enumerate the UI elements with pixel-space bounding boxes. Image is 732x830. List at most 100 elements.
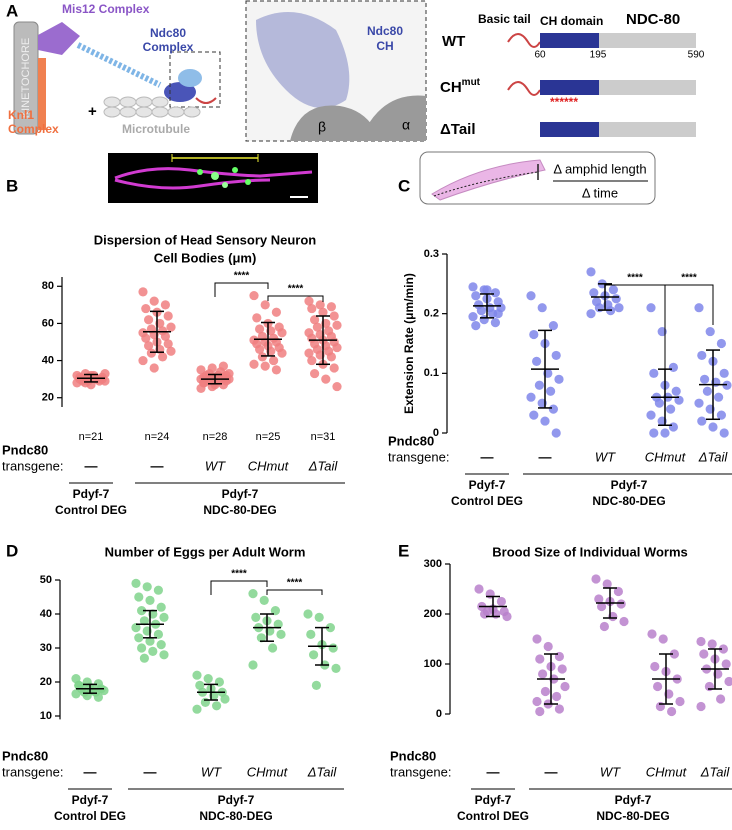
group-label: Control DEG: [457, 809, 529, 823]
row-label: Pndc80: [390, 748, 436, 763]
category-label: WT: [205, 458, 226, 473]
data-point: [532, 634, 542, 644]
data-point: [270, 606, 280, 616]
data-point: [649, 428, 659, 438]
data-point: [716, 410, 727, 420]
y-tick-label: 50: [40, 574, 52, 586]
data-point: [146, 348, 156, 358]
data-point: [196, 365, 206, 375]
data-point: [255, 324, 265, 334]
data-point: [694, 398, 704, 408]
data-point: [71, 689, 81, 699]
data-point: [589, 288, 599, 298]
data-point: [207, 363, 217, 373]
alpha-label: α: [402, 117, 410, 133]
data-point: [540, 686, 551, 697]
category-label: —: [144, 764, 157, 779]
data-point: [608, 285, 619, 295]
data-point: [160, 300, 170, 310]
data-point: [490, 288, 500, 298]
data-point: [667, 706, 677, 717]
inset-label: Δ time: [582, 185, 618, 200]
data-point: [315, 300, 325, 310]
data-point: [666, 404, 676, 414]
data-point: [192, 704, 202, 714]
y-tick-label: 30: [40, 642, 52, 654]
category-label: CHmut: [645, 449, 687, 464]
data-point: [560, 681, 570, 692]
data-point: [145, 595, 155, 606]
data-point: [325, 623, 335, 633]
category-label: ΔTail: [307, 764, 338, 779]
category-label: WT: [201, 764, 222, 779]
data-point: [80, 368, 90, 379]
rest-domain: [599, 122, 696, 137]
data-point: [255, 344, 265, 355]
position-label: 60: [534, 50, 546, 61]
ndc80-stalk: [76, 42, 162, 88]
panel-letter: E: [398, 541, 409, 560]
data-point: [534, 380, 545, 390]
group-label: Control DEG: [55, 503, 127, 517]
significance-bracket: [210, 580, 268, 595]
category-label: CHmut: [247, 764, 289, 779]
n-label: n=21: [79, 431, 104, 443]
wt-label: WT: [442, 33, 465, 50]
ndc80-head: [164, 82, 196, 102]
data-point: [139, 653, 149, 663]
significance-label: ****: [288, 284, 304, 295]
data-point: [724, 676, 732, 687]
data-point: [471, 291, 481, 301]
data-point: [597, 601, 607, 612]
data-point: [496, 596, 506, 607]
data-point: [218, 361, 228, 371]
basic-tail: [195, 97, 217, 104]
data-point: [248, 589, 258, 599]
data-point: [654, 398, 665, 408]
data-point: [502, 611, 512, 622]
inset-label: Δ amphid length: [553, 161, 646, 176]
data-point: [310, 315, 320, 325]
data-point: [718, 644, 729, 654]
n-label: n=25: [256, 431, 281, 443]
mis12-shape: [38, 22, 80, 55]
data-point: [277, 328, 287, 338]
data-point: [141, 303, 151, 314]
data-point: [326, 352, 336, 362]
row-label: Pndc80: [388, 433, 434, 448]
row-label: transgene:: [2, 764, 63, 779]
row-label: Pndc80: [2, 748, 48, 763]
data-point: [203, 674, 213, 684]
data-point: [277, 348, 287, 358]
ch-domain: [540, 80, 599, 95]
category-label: ΔTail: [308, 458, 339, 473]
panel-letter: D: [6, 541, 18, 560]
chart-title: Cell Bodies (μm): [154, 250, 257, 265]
micrograph: [108, 153, 318, 203]
panel-a: A KINETOCHORE Mis12 Complex Ndc80 Comple…: [6, 0, 705, 142]
data-point: [256, 633, 266, 643]
data-point: [474, 584, 484, 594]
data-point: [650, 661, 660, 672]
category-label: WT: [600, 764, 621, 779]
data-point: [144, 341, 154, 351]
data-point: [159, 650, 169, 660]
data-point: [476, 306, 486, 316]
chmut-label: CHmut: [440, 77, 481, 96]
chart-title: Number of Eggs per Adult Worm: [105, 544, 306, 559]
data-point: [166, 346, 176, 356]
data-point: [93, 692, 103, 702]
plus: +: [88, 103, 97, 120]
position-label: 590: [688, 50, 705, 61]
data-point: [719, 428, 729, 438]
data-point: [668, 362, 679, 372]
data-point: [199, 378, 209, 388]
category-label: —: [481, 449, 494, 464]
data-point: [332, 342, 342, 353]
category-label: CHmut: [248, 458, 290, 473]
data-point: [200, 697, 210, 708]
microtubule-label: Microtubule: [122, 122, 190, 136]
data-point: [249, 290, 259, 301]
data-point: [134, 592, 144, 602]
group-label: Control DEG: [451, 494, 523, 508]
